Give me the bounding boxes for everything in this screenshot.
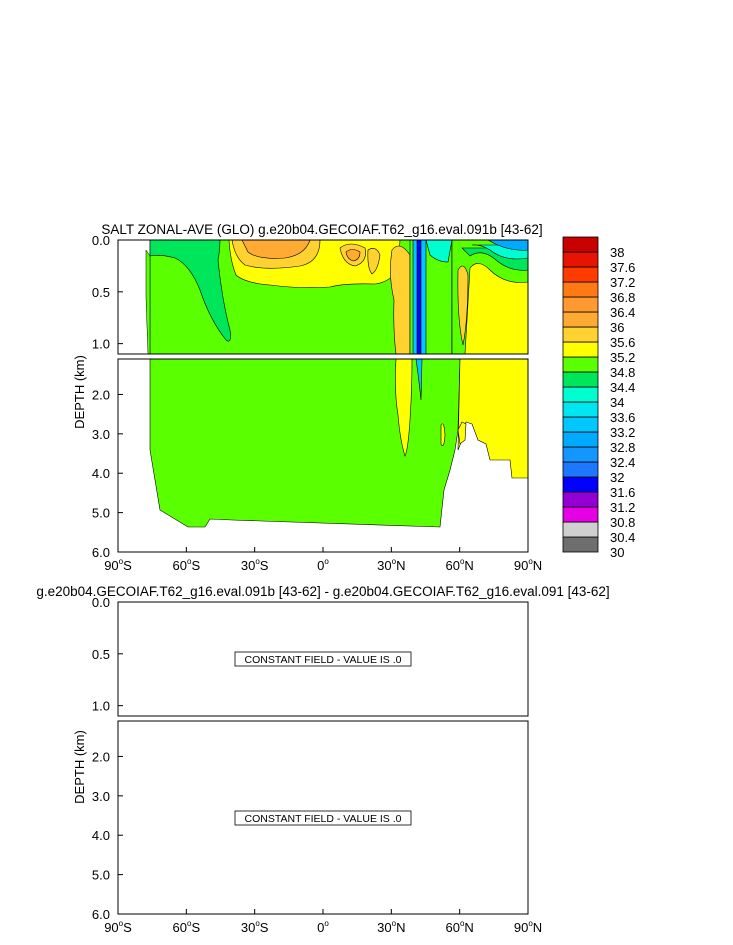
top-ylabel: DEPTH (km) bbox=[72, 355, 87, 429]
x-tick-label: 90oS bbox=[104, 919, 132, 935]
colorbar-swatch bbox=[562, 521, 599, 538]
top-lower-field bbox=[118, 359, 528, 552]
x-tick-label: 30oN bbox=[377, 557, 405, 573]
y-tick-label: 4.0 bbox=[92, 466, 110, 481]
colorbar-swatch bbox=[562, 341, 599, 358]
colorbar-label: 35.6 bbox=[610, 335, 635, 350]
colorbar-swatch bbox=[562, 236, 599, 253]
colorbar-label: 35.2 bbox=[610, 350, 635, 365]
x-tick-label: 90oN bbox=[514, 557, 542, 573]
y-tick-label: 4.0 bbox=[92, 828, 110, 843]
colorbar-label: 30.8 bbox=[610, 515, 635, 530]
y-tick-label: 1.0 bbox=[92, 337, 110, 352]
y-tick-label: 5.0 bbox=[92, 868, 110, 883]
y-tick-label: 0.0 bbox=[92, 233, 110, 248]
colorbar-label: 30.4 bbox=[610, 530, 635, 545]
x-tick-label: 30oN bbox=[377, 919, 405, 935]
bottom-ylabel: DEPTH (km) bbox=[72, 730, 87, 804]
colorbar-swatch bbox=[562, 446, 599, 463]
constant-label-upper-box bbox=[234, 651, 412, 667]
colorbar-label: 34.8 bbox=[610, 365, 635, 380]
y-tick-label: 3.0 bbox=[92, 789, 110, 804]
colorbar-swatch bbox=[562, 356, 599, 373]
top-upper-frame bbox=[117, 239, 529, 355]
y-tick-label: 6.0 bbox=[92, 545, 110, 560]
constant-label-lower-box bbox=[234, 810, 412, 826]
colorbar-label: 33.6 bbox=[610, 410, 635, 425]
colorbar-swatch bbox=[562, 416, 599, 433]
colorbar-swatch bbox=[562, 371, 599, 388]
colorbar-label: 36.4 bbox=[610, 305, 635, 320]
colorbar-label: 33.2 bbox=[610, 425, 635, 440]
colorbar-swatch bbox=[562, 506, 599, 523]
top-chart-title: SALT ZONAL-AVE (GLO) g.e20b04.GECOIAF.T6… bbox=[101, 222, 542, 237]
y-tick-label: 2.0 bbox=[92, 387, 110, 402]
top-upper-field bbox=[118, 240, 528, 354]
colorbar-swatch bbox=[562, 491, 599, 508]
colorbar-swatch bbox=[562, 401, 599, 418]
y-tick-label: 1.0 bbox=[92, 699, 110, 714]
y-tick-label: 2.0 bbox=[92, 749, 110, 764]
colorbar-swatch bbox=[562, 281, 599, 298]
x-tick-label: 60oN bbox=[446, 557, 474, 573]
y-tick-label: 0.0 bbox=[92, 595, 110, 610]
y-tick-label: 0.5 bbox=[92, 647, 110, 662]
colorbar-swatch bbox=[562, 536, 599, 553]
colorbar-swatch bbox=[562, 461, 599, 478]
colorbar-label: 32 bbox=[610, 470, 624, 485]
colorbar-label: 30 bbox=[610, 545, 624, 560]
colorbar-swatch bbox=[562, 326, 599, 343]
colorbar-label: 36 bbox=[610, 320, 624, 335]
colorbar-swatch bbox=[562, 431, 599, 448]
colorbar-label: 38 bbox=[610, 245, 624, 260]
bottom-chart-title: g.e20b04.GECOIAF.T62_g16.eval.091b [43-6… bbox=[36, 584, 609, 599]
colorbar-label: 37.2 bbox=[610, 275, 635, 290]
colorbar-swatch bbox=[562, 386, 599, 403]
constant-label-lower: CONSTANT FIELD - VALUE IS .0 bbox=[245, 813, 402, 825]
colorbar: 3030.430.831.231.63232.432.833.233.63434… bbox=[562, 236, 635, 560]
colorbar-swatch bbox=[562, 311, 599, 328]
colorbar-label: 31.6 bbox=[610, 485, 635, 500]
x-tick-label: 30oS bbox=[241, 919, 269, 935]
x-tick-label: 0o bbox=[317, 557, 329, 573]
colorbar-label: 36.8 bbox=[610, 290, 635, 305]
x-tick-label: 60oS bbox=[173, 919, 201, 935]
colorbar-swatch bbox=[562, 266, 599, 283]
colorbar-label: 34 bbox=[610, 395, 624, 410]
colorbar-swatch bbox=[562, 251, 599, 268]
x-tick-label: 30oS bbox=[241, 557, 269, 573]
x-tick-label: 0o bbox=[317, 919, 329, 935]
colorbar-label: 31.2 bbox=[610, 500, 635, 515]
y-tick-label: 5.0 bbox=[92, 506, 110, 521]
y-tick-label: 0.5 bbox=[92, 285, 110, 300]
colorbar-label: 34.4 bbox=[610, 380, 635, 395]
x-tick-label: 90oS bbox=[104, 557, 132, 573]
colorbar-swatch bbox=[562, 476, 599, 493]
colorbar-swatch bbox=[562, 296, 599, 313]
colorbar-label: 32.4 bbox=[610, 455, 635, 470]
colorbar-label: 32.8 bbox=[610, 440, 635, 455]
x-tick-label: 60oN bbox=[446, 919, 474, 935]
x-tick-label: 90oN bbox=[514, 919, 542, 935]
x-tick-label: 60oS bbox=[173, 557, 201, 573]
constant-label-upper: CONSTANT FIELD - VALUE IS .0 bbox=[245, 654, 402, 666]
y-tick-label: 6.0 bbox=[92, 907, 110, 922]
colorbar-label: 37.6 bbox=[610, 260, 635, 275]
y-tick-label: 3.0 bbox=[92, 427, 110, 442]
